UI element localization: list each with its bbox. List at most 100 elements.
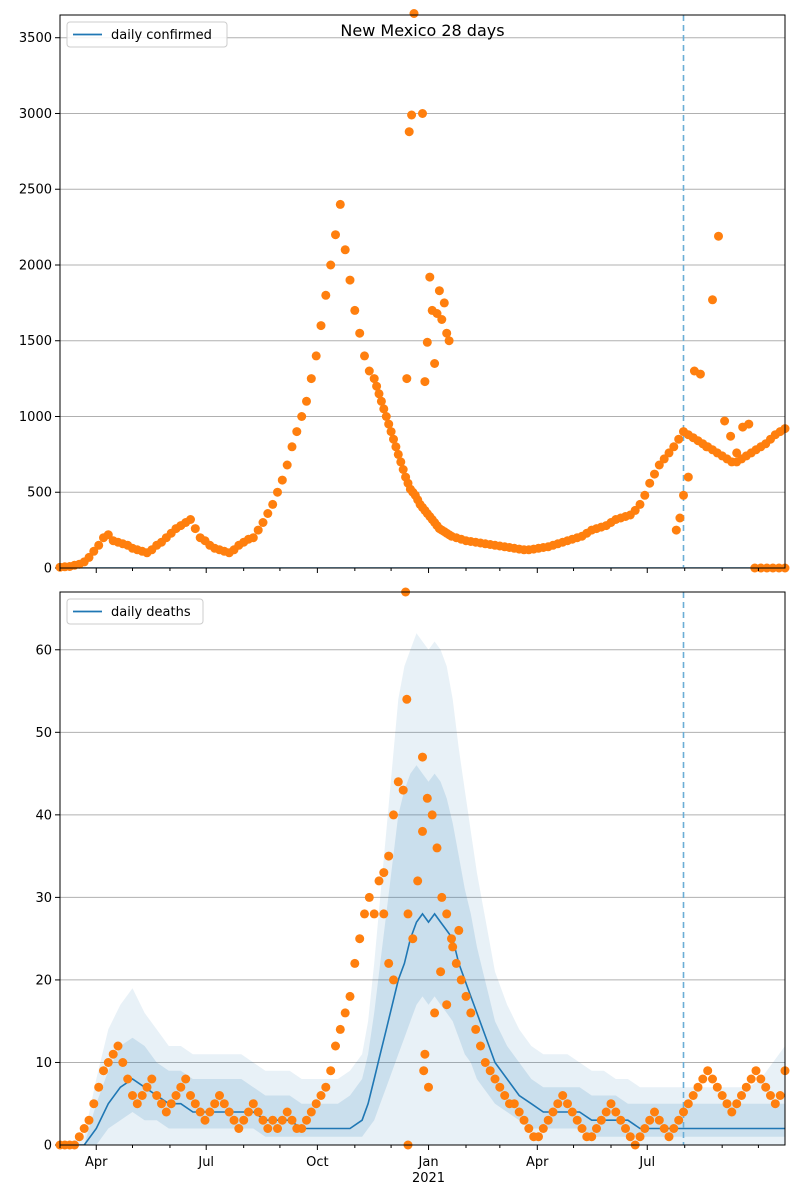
data-point <box>717 1091 727 1100</box>
data-point <box>538 1124 548 1133</box>
data-point <box>94 1082 104 1092</box>
data-point <box>596 1115 606 1125</box>
data-point <box>374 876 384 886</box>
data-point <box>722 1099 732 1109</box>
data-point <box>514 1107 524 1117</box>
band-inner <box>60 765 785 1145</box>
data-point <box>393 449 403 459</box>
x-tick-label: Oct <box>306 1155 328 1170</box>
data-point <box>708 295 717 305</box>
data-point <box>432 843 442 853</box>
data-point <box>186 515 195 524</box>
data-point <box>671 525 681 535</box>
data-point <box>693 1082 703 1092</box>
y-tick-label: 40 <box>35 808 52 823</box>
data-point <box>471 1024 481 1034</box>
data-point <box>244 1107 253 1117</box>
data-point <box>372 381 382 391</box>
data-point <box>407 110 417 120</box>
data-point <box>466 1008 476 1018</box>
data-point <box>89 1099 99 1109</box>
data-point <box>190 524 200 534</box>
legend-label: daily deaths <box>111 605 191 620</box>
data-point <box>770 1099 780 1109</box>
data-point <box>726 431 736 441</box>
data-point <box>688 1091 698 1100</box>
data-point <box>654 1115 664 1125</box>
data-point <box>258 518 268 527</box>
data-point <box>434 286 444 296</box>
data-point <box>451 958 461 968</box>
data-point <box>331 1041 340 1051</box>
data-point <box>720 416 730 426</box>
data-point <box>669 1124 679 1133</box>
data-point <box>751 1066 761 1076</box>
data-point <box>302 396 311 406</box>
data-point <box>89 546 99 556</box>
data-point <box>625 1132 635 1142</box>
data-point <box>253 1107 263 1117</box>
data-point <box>340 245 350 255</box>
data-point <box>137 1091 147 1100</box>
data-point <box>360 351 369 361</box>
data-point <box>427 810 437 820</box>
data-point <box>419 1066 429 1076</box>
data-point <box>142 1082 152 1092</box>
data-point <box>200 1115 210 1125</box>
data-point <box>84 552 94 562</box>
data-point <box>306 1107 316 1117</box>
data-point <box>123 1074 133 1084</box>
data-point <box>635 1132 645 1142</box>
data-point <box>311 1099 321 1109</box>
data-point <box>679 1107 688 1117</box>
data-point <box>563 1099 572 1109</box>
data-point <box>461 991 471 1001</box>
data-point <box>335 1024 345 1034</box>
data-point <box>679 490 688 500</box>
data-point <box>389 434 398 444</box>
y-tick-label: 1000 <box>19 410 52 425</box>
data-point <box>543 1115 553 1125</box>
y-tick-label: 10 <box>35 1056 52 1071</box>
data-point <box>548 1107 558 1117</box>
data-point <box>635 499 645 509</box>
data-point <box>282 1107 292 1117</box>
data-point <box>335 199 345 209</box>
data-point <box>369 909 379 919</box>
data-point <box>606 1099 616 1109</box>
data-point <box>695 369 705 379</box>
data-point <box>369 374 379 384</box>
data-point <box>239 1115 249 1125</box>
data-point <box>442 328 452 338</box>
data-point <box>176 1082 186 1092</box>
data-point <box>708 1074 717 1084</box>
data-point <box>190 1099 200 1109</box>
axes-frame <box>59 14 786 569</box>
y-tick-label: 3000 <box>19 107 52 122</box>
data-point <box>103 1058 113 1067</box>
data-point <box>418 109 427 118</box>
data-point <box>659 454 669 464</box>
data-point <box>402 374 412 384</box>
data-point <box>674 434 684 444</box>
data-point <box>592 1124 601 1133</box>
data-point <box>389 975 398 985</box>
legend: daily deaths <box>66 598 204 625</box>
data-point <box>311 351 321 361</box>
data-point <box>402 694 412 704</box>
data-point <box>408 934 418 944</box>
data-point <box>409 9 419 18</box>
data-point <box>166 1099 176 1109</box>
data-point <box>248 533 258 543</box>
data-point <box>161 1107 171 1117</box>
data-point <box>268 1115 278 1125</box>
y-tick-label: 0 <box>44 1139 52 1154</box>
data-point <box>326 260 336 270</box>
data-point <box>775 1091 785 1100</box>
data-point <box>364 366 374 376</box>
data-point <box>534 1132 543 1142</box>
data-point <box>437 892 447 902</box>
data-point <box>316 321 326 331</box>
data-point <box>448 942 458 952</box>
